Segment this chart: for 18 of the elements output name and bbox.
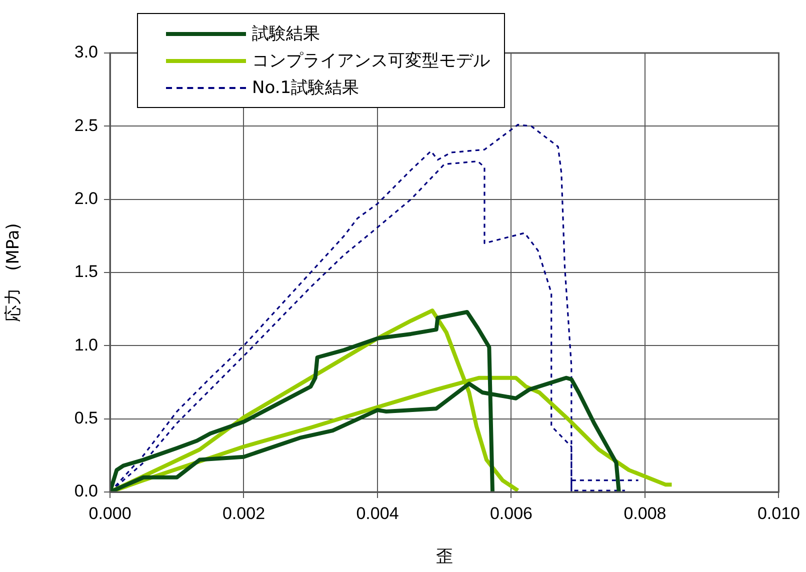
legend-label: 試験結果 bbox=[252, 23, 320, 45]
x-tick-label: 0.010 bbox=[757, 504, 800, 523]
x-tick-label: 0.002 bbox=[222, 504, 266, 523]
y-tick-label: 2.0 bbox=[74, 189, 98, 208]
x-tick-label: 0.004 bbox=[356, 504, 399, 523]
x-tick-label: 0.006 bbox=[490, 504, 533, 523]
y-tick-label: 0.5 bbox=[74, 408, 98, 428]
y-tick-label: 0.0 bbox=[74, 482, 98, 501]
x-axis-title: 歪 bbox=[436, 547, 453, 568]
y-tick-label: 3.0 bbox=[74, 42, 98, 62]
legend-label: コンプライアンス可変型モデル bbox=[252, 50, 490, 72]
legend-label: No.1試験結果 bbox=[252, 77, 360, 99]
y-tick-label: 2.5 bbox=[74, 116, 98, 135]
y-tick-label: 1.5 bbox=[74, 262, 98, 282]
x-tick-label: 0.008 bbox=[624, 504, 666, 523]
y-tick-label: 1.0 bbox=[74, 335, 98, 354]
x-tick-label: 0.000 bbox=[88, 504, 132, 523]
y-axis-title: 応力 (MPa) bbox=[4, 223, 24, 322]
